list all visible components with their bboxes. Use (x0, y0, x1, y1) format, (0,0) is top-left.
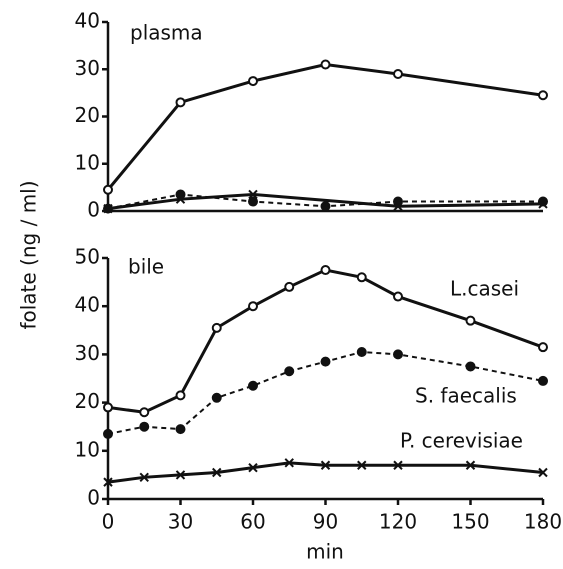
marker (320, 265, 331, 276)
x-axis-label: min (306, 540, 344, 564)
marker (284, 281, 295, 292)
marker (248, 189, 258, 200)
x-tick-label: 90 (313, 510, 338, 534)
marker (248, 380, 258, 391)
marker (103, 402, 113, 413)
y-tick-label: 0 (87, 198, 100, 222)
series-label: L.casei (450, 277, 519, 301)
marker (175, 97, 186, 108)
marker (139, 472, 149, 483)
marker (248, 196, 258, 207)
y-tick-label: 10 (75, 437, 100, 461)
marker (103, 184, 113, 195)
marker (248, 76, 258, 87)
marker (356, 272, 367, 283)
y-axis-label: folate (ng / ml) (17, 180, 41, 329)
y-tick-label: 30 (75, 56, 100, 80)
marker (538, 199, 548, 209)
marker (139, 421, 150, 432)
x-tick-label: 30 (168, 510, 193, 534)
x-tick-label: 0 (102, 510, 115, 534)
marker (103, 477, 113, 487)
marker (356, 346, 367, 357)
x-tick-label: 180 (524, 510, 562, 534)
marker (357, 460, 367, 470)
marker (393, 291, 403, 302)
marker (211, 392, 222, 403)
y-tick-label: 0 (87, 486, 100, 510)
y-tick-label: 20 (75, 389, 100, 413)
marker (248, 301, 258, 312)
y-tick-label: 40 (75, 293, 100, 317)
marker (538, 375, 548, 386)
y-tick-label: 40 (75, 9, 100, 33)
series-label: S. faecalis (415, 384, 517, 408)
marker (393, 68, 403, 79)
marker (175, 194, 186, 204)
marker (103, 428, 113, 439)
marker (284, 458, 294, 468)
marker (320, 356, 331, 367)
marker (465, 315, 476, 326)
marker (538, 90, 548, 101)
x-tick-label: 150 (451, 510, 489, 534)
y-tick-label: 30 (75, 341, 100, 365)
marker (175, 390, 186, 401)
x-tick-label: 120 (379, 510, 417, 534)
marker (538, 467, 548, 478)
marker (393, 349, 403, 360)
marker (248, 462, 258, 473)
marker (465, 361, 476, 372)
marker (212, 467, 222, 478)
marker (320, 201, 331, 212)
y-tick-label: 10 (75, 150, 100, 174)
y-tick-label: 20 (75, 103, 100, 127)
series-line (107, 193, 543, 210)
series-line (106, 63, 544, 191)
marker (393, 460, 403, 470)
marker (320, 460, 331, 470)
marker (175, 424, 186, 435)
series-label: P. cerevisiae (400, 429, 523, 453)
marker (175, 470, 186, 480)
marker (538, 342, 548, 353)
marker (320, 59, 331, 70)
panel-title: bile (128, 255, 164, 279)
marker (393, 201, 403, 211)
marker (139, 407, 150, 418)
marker (465, 460, 476, 470)
panel-title: plasma (130, 21, 203, 45)
marker (284, 366, 295, 377)
marker (103, 203, 113, 214)
x-tick-label: 60 (240, 510, 265, 534)
y-tick-label: 50 (75, 245, 100, 269)
marker (211, 322, 222, 333)
